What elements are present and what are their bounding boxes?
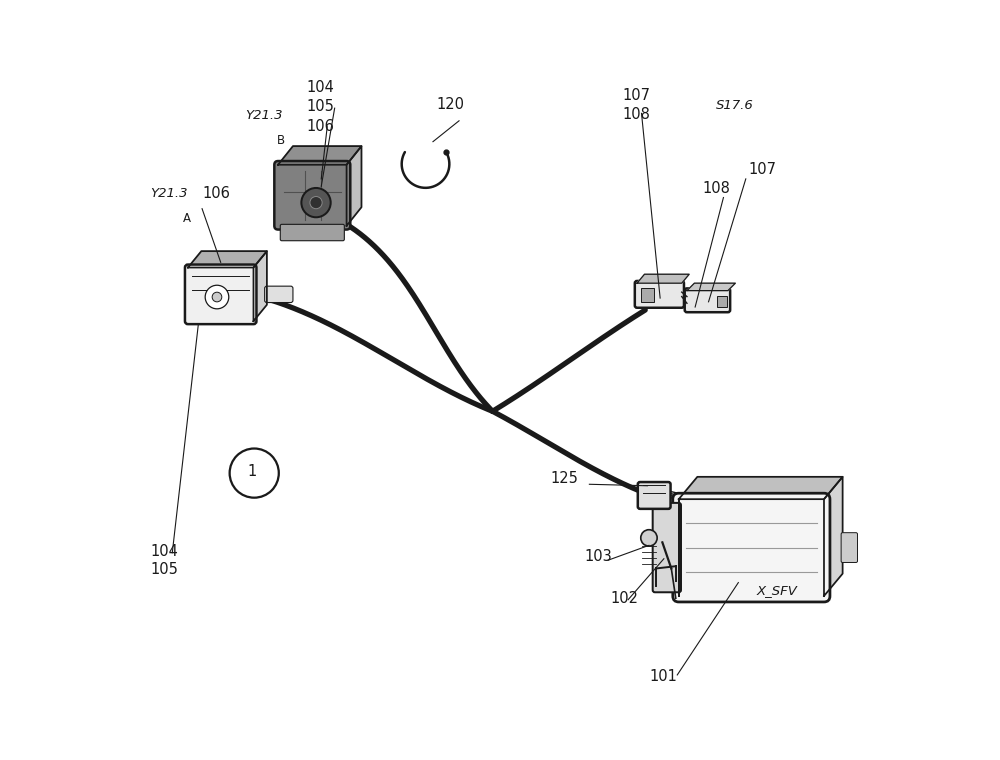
FancyBboxPatch shape [841, 533, 858, 562]
FancyBboxPatch shape [185, 264, 256, 325]
Text: 104: 104 [150, 544, 178, 559]
Text: 105: 105 [306, 99, 334, 114]
FancyBboxPatch shape [673, 493, 830, 602]
FancyBboxPatch shape [635, 281, 684, 308]
Text: 106: 106 [202, 186, 230, 201]
Polygon shape [188, 251, 267, 268]
Polygon shape [824, 477, 843, 596]
Text: Y21.3: Y21.3 [245, 109, 283, 122]
Text: Y21.3: Y21.3 [150, 187, 187, 201]
Polygon shape [687, 283, 735, 290]
Polygon shape [253, 251, 267, 321]
FancyBboxPatch shape [265, 287, 293, 302]
Text: 108: 108 [623, 107, 651, 122]
Polygon shape [679, 477, 843, 499]
FancyBboxPatch shape [638, 482, 671, 509]
Text: 125: 125 [551, 470, 579, 486]
Text: 104: 104 [306, 80, 334, 95]
Text: 120: 120 [437, 97, 465, 112]
Circle shape [641, 530, 657, 546]
Text: B: B [277, 134, 285, 147]
Circle shape [230, 448, 279, 498]
Text: A: A [183, 212, 191, 225]
Text: X_SFV: X_SFV [757, 584, 798, 597]
Text: 102: 102 [610, 591, 638, 606]
FancyBboxPatch shape [717, 296, 727, 307]
Circle shape [205, 285, 229, 309]
Text: 101: 101 [649, 669, 677, 684]
Text: 1: 1 [248, 464, 257, 479]
Text: 108: 108 [703, 181, 730, 196]
Text: 107: 107 [748, 163, 776, 178]
FancyBboxPatch shape [653, 503, 681, 592]
Polygon shape [637, 274, 689, 283]
Polygon shape [278, 146, 361, 165]
FancyBboxPatch shape [685, 288, 730, 312]
Circle shape [310, 197, 322, 209]
Polygon shape [347, 146, 361, 226]
FancyBboxPatch shape [274, 161, 350, 230]
Circle shape [301, 188, 331, 217]
Text: 106: 106 [306, 119, 334, 134]
FancyBboxPatch shape [280, 224, 344, 241]
Text: 105: 105 [150, 562, 178, 578]
Text: 103: 103 [584, 549, 612, 564]
Text: 107: 107 [623, 88, 651, 103]
Text: S17.6: S17.6 [716, 100, 754, 112]
FancyBboxPatch shape [641, 288, 654, 302]
Circle shape [212, 292, 222, 302]
